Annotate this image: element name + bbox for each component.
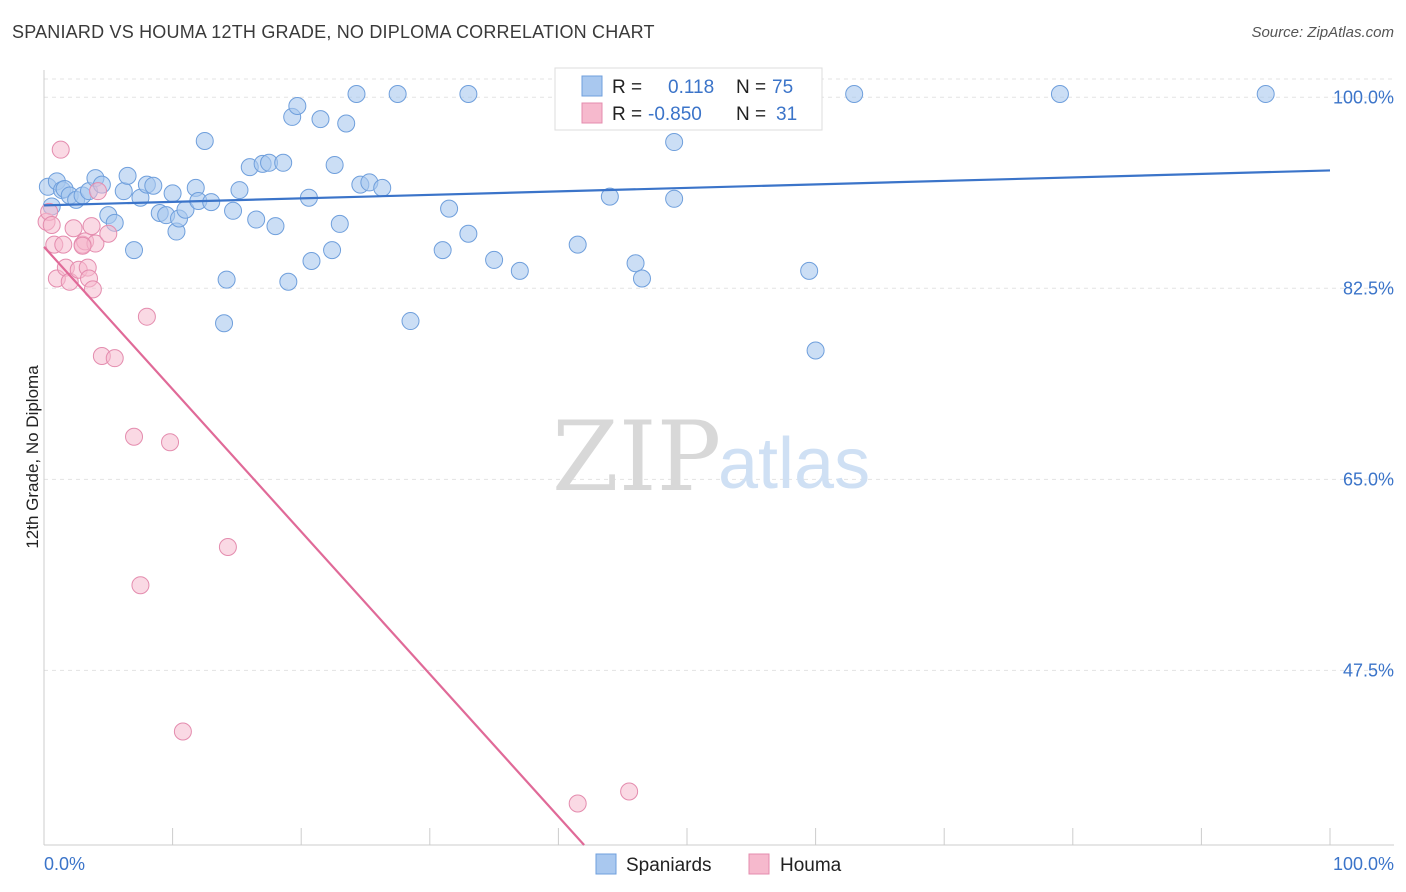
houma-point-2 xyxy=(42,216,61,234)
spaniards-point-21 xyxy=(163,184,182,203)
houma-point-21 xyxy=(105,349,124,368)
houma-point-28 xyxy=(568,794,587,813)
watermark: ZIP atlas xyxy=(552,401,870,513)
chart-title: SPANIARD VS HOUMA 12TH GRADE, NO DIPLOMA… xyxy=(12,22,655,42)
legend-r-value-spaniards: 0.118 xyxy=(668,77,714,98)
y-tick-label-1: 82.5% xyxy=(1343,278,1394,298)
spaniards-point-54 xyxy=(401,312,420,331)
axes xyxy=(43,70,1394,846)
watermark-zip: ZIP xyxy=(552,401,721,513)
legend-n-value-houma: 31 xyxy=(776,104,797,125)
houma-point-27 xyxy=(131,576,150,595)
spaniards-point-66 xyxy=(665,133,684,152)
houma-point-23 xyxy=(137,307,156,326)
legend-swatch-houma xyxy=(581,102,603,124)
spaniards-point-48 xyxy=(337,114,356,133)
y-tick-labels: 100.0% 82.5% 65.0% 47.5% xyxy=(1333,87,1394,680)
spaniards-point-72 xyxy=(1050,85,1069,104)
series-legend-label-houma: Houma xyxy=(780,855,842,876)
stats-legend: R = 0.118 N = 75 R = -0.850 N = 31 xyxy=(554,67,823,131)
houma-point-6 xyxy=(54,235,73,254)
x-tick-label-max: 100.0% xyxy=(1333,854,1394,874)
spaniards-point-65 xyxy=(632,269,651,288)
trend-lines xyxy=(43,169,1331,846)
spaniards-point-73 xyxy=(1256,85,1275,104)
spaniards-point-62 xyxy=(568,235,587,254)
spaniards-point-47 xyxy=(330,214,349,233)
houma-point-22 xyxy=(125,427,144,446)
houma-point-29 xyxy=(620,782,639,801)
houma-point-5 xyxy=(51,140,70,159)
spaniards-point-39 xyxy=(279,272,298,291)
houma-point-20 xyxy=(99,224,118,243)
spaniards-point-41 xyxy=(288,97,307,116)
x-tick-marks xyxy=(43,828,1331,845)
houma-point-30 xyxy=(73,236,92,255)
spaniards-trend-line xyxy=(43,169,1331,207)
legend-r-label-houma: R = xyxy=(612,104,642,125)
y-axis-label: 12th Grade, No Diploma xyxy=(23,365,42,549)
spaniards-point-37 xyxy=(266,217,285,236)
spaniards-point-57 xyxy=(459,85,478,104)
houma-points xyxy=(37,140,639,813)
spaniards-point-31 xyxy=(224,201,243,220)
houma-point-15 xyxy=(82,217,101,236)
spaniards-point-71 xyxy=(845,85,864,104)
x-tick-label-min: 0.0% xyxy=(44,854,85,874)
spaniards-point-32 xyxy=(230,181,249,200)
houma-point-24 xyxy=(161,433,180,452)
houma-point-9 xyxy=(64,219,83,238)
spaniards-point-13 xyxy=(114,182,133,201)
spaniards-point-68 xyxy=(800,261,819,280)
legend-swatch-spaniards xyxy=(581,75,603,97)
spaniards-point-43 xyxy=(302,252,321,271)
series-legend-swatch-spaniards xyxy=(595,853,617,875)
spaniards-point-44 xyxy=(311,110,330,129)
series-legend-swatch-houma xyxy=(748,853,770,875)
spaniards-point-34 xyxy=(247,210,266,229)
spaniards-point-58 xyxy=(459,224,478,243)
spaniards-point-52 xyxy=(373,178,392,197)
y-tick-label-2: 65.0% xyxy=(1343,469,1394,489)
legend-n-value-spaniards: 75 xyxy=(772,77,793,98)
spaniards-point-63 xyxy=(600,187,619,206)
source-credit: Source: ZipAtlas.com xyxy=(1251,24,1394,41)
spaniards-point-64 xyxy=(626,254,645,273)
houma-point-18 xyxy=(89,182,108,201)
houma-point-26 xyxy=(218,538,237,557)
watermark-atlas: atlas xyxy=(718,424,870,504)
y-tick-label-0: 100.0% xyxy=(1333,87,1394,107)
series-legend-label-spaniards: Spaniards xyxy=(626,855,712,876)
spaniards-point-15 xyxy=(125,241,144,260)
houma-trend-line xyxy=(43,246,585,846)
spaniards-point-45 xyxy=(323,241,342,260)
spaniards-point-56 xyxy=(440,199,459,218)
spaniards-point-46 xyxy=(325,155,344,174)
legend-n-label-spaniards: N = xyxy=(736,77,766,98)
spaniards-point-53 xyxy=(388,85,407,104)
spaniards-point-59 xyxy=(485,250,504,269)
spaniards-point-14 xyxy=(118,166,137,185)
spaniards-point-60 xyxy=(510,261,529,280)
houma-point-8 xyxy=(60,272,79,291)
spaniards-point-28 xyxy=(202,193,221,212)
spaniards-point-29 xyxy=(215,314,234,333)
spaniards-point-67 xyxy=(665,189,684,208)
spaniards-point-55 xyxy=(433,241,452,260)
spaniards-point-30 xyxy=(217,270,236,289)
spaniards-point-70 xyxy=(806,341,825,360)
spaniards-point-27 xyxy=(195,131,214,150)
legend-r-value-houma: -0.850 xyxy=(648,104,702,125)
houma-point-25 xyxy=(173,722,192,741)
series-legend: Spaniards Houma xyxy=(595,853,842,876)
spaniards-point-18 xyxy=(144,176,163,195)
legend-r-label-spaniards: R = xyxy=(612,77,642,98)
y-tick-label-3: 47.5% xyxy=(1343,660,1394,680)
spaniards-point-49 xyxy=(347,85,366,104)
houma-point-16 xyxy=(83,280,102,299)
spaniards-point-38 xyxy=(274,153,293,172)
legend-n-label-houma: N = xyxy=(736,104,766,125)
